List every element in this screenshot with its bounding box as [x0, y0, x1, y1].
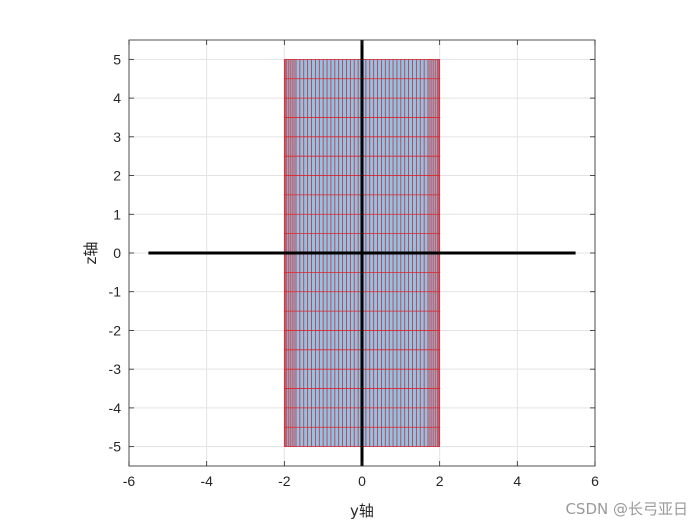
x-tick-label: 4 — [513, 473, 521, 489]
y-tick-label: -1 — [109, 284, 122, 300]
y-tick-label: 5 — [113, 51, 121, 67]
x-tick-label: 2 — [436, 473, 444, 489]
plot-frame — [128, 39, 596, 467]
y-tick-label: -4 — [109, 400, 122, 416]
x-tick-label: 6 — [591, 473, 599, 489]
y-axis-title: z轴 — [82, 242, 100, 265]
tick-labels: -6 -4 -2 0 2 4 6 -5 -4 -3 -2 -1 0 1 2 3 4 5 — [109, 51, 600, 489]
x-tick-label: 0 — [358, 473, 366, 489]
x-tick-label: -6 — [123, 473, 136, 489]
y-tick-label: -3 — [109, 361, 122, 377]
y-tick-label: -5 — [109, 439, 122, 455]
y-tick-label: 1 — [113, 206, 121, 222]
x-tick-label: -2 — [278, 473, 291, 489]
y-tick-label: 3 — [113, 129, 121, 145]
watermark: CSDN @长弓亚日 — [565, 500, 688, 518]
x-tick-label: -4 — [200, 473, 213, 489]
y-tick-label: 0 — [113, 245, 121, 261]
x-axis-title: y轴 — [350, 502, 374, 520]
y-tick-label: 4 — [113, 90, 121, 106]
black-axis-lines — [148, 40, 576, 466]
y-tick-label: -2 — [109, 322, 122, 338]
y-tick-label: 2 — [113, 168, 121, 184]
